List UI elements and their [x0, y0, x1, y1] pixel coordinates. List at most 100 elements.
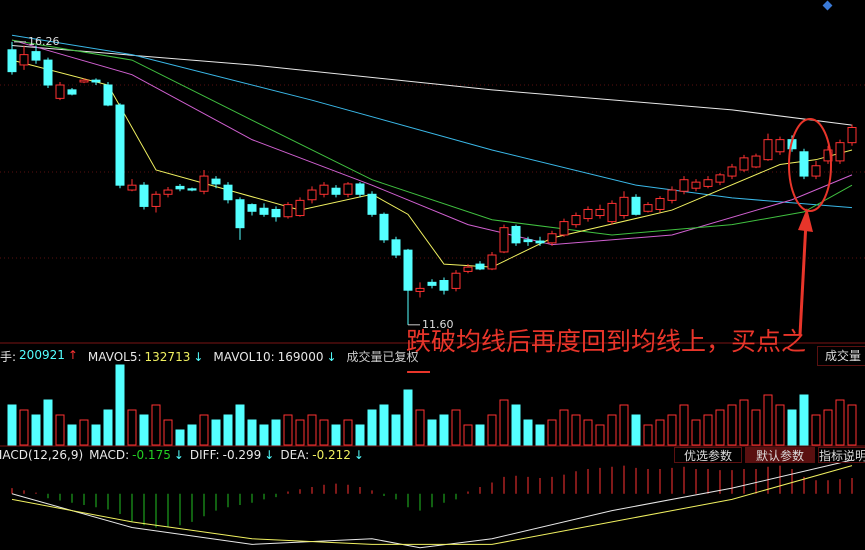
legend-label: DIFF:: [189, 448, 220, 462]
volume-bar: [655, 419, 665, 446]
legend-value: 200921: [19, 348, 65, 362]
candle-body: [703, 179, 713, 187]
candle-body: [211, 178, 221, 185]
legend-label: MAVOL5:: [87, 349, 142, 364]
legend-label: MAVOL10:: [213, 349, 275, 364]
candle-body: [103, 84, 113, 106]
volume-bar: [487, 414, 497, 446]
candle-body: [307, 189, 317, 201]
candle-body: [763, 139, 773, 161]
annotation: 跌破均线后再度回到均线上，买点之一: [406, 327, 807, 388]
candle-body: [355, 183, 365, 195]
line: [11, 39, 853, 246]
legend-value: -0.299: [222, 448, 262, 462]
indicator-button[interactable]: 成交量: [817, 346, 865, 366]
candle-body: [403, 249, 413, 291]
candle-body: [547, 233, 557, 244]
candle-body: [463, 266, 473, 272]
legend-item: 总手:200921↑: [0, 348, 78, 365]
candle-body: [499, 227, 509, 253]
candle-body: [523, 239, 533, 243]
legend-value: -0.212: [312, 448, 351, 462]
legend-item: MACD: -0.175 ↓: [89, 448, 184, 462]
volume-bar: [715, 409, 725, 446]
tab-button[interactable]: 优选参数: [674, 447, 742, 463]
candle-body: [679, 179, 689, 192]
tab-button[interactable]: 默认参数: [745, 447, 815, 463]
candle-body: [115, 104, 125, 186]
candle-body: [691, 181, 701, 189]
volume-bar: [751, 409, 761, 446]
volume-bar: [559, 409, 569, 446]
volume-bar: [55, 414, 65, 446]
candle-body: [451, 272, 461, 289]
tab-button[interactable]: 指标说明: [818, 447, 865, 463]
volume-bar: [79, 419, 89, 446]
volume-bar: [307, 414, 317, 446]
legend-value: 132713: [144, 349, 191, 364]
legend-item: MACD(12,26,9): [0, 448, 83, 462]
candle-body: [199, 175, 209, 192]
volume-bar: [151, 404, 161, 446]
volume-bar: [847, 404, 857, 446]
candle-body: [847, 127, 857, 144]
legend-item: MAVOL5: 132713 ↓: [88, 350, 203, 364]
candle-body: [43, 59, 53, 86]
candle-body: [751, 155, 761, 168]
line: [11, 34, 853, 209]
volume-bar: [223, 414, 233, 446]
volume-bar: [475, 424, 485, 446]
arrow-head: [798, 208, 813, 232]
candle-body: [163, 189, 173, 195]
volume-bar: [727, 404, 737, 446]
legend-arrow: ↓: [264, 448, 275, 462]
volume-bar: [691, 419, 701, 446]
volume-bar: [451, 409, 461, 446]
volume-bar: [679, 404, 689, 446]
note: 成交量已复权: [346, 350, 419, 364]
volume-bar: [427, 419, 437, 446]
volume-bar: [31, 414, 41, 446]
volume-bar: [775, 404, 785, 446]
candle-body: [79, 79, 89, 83]
line: [11, 465, 853, 545]
volume-bar: [823, 409, 833, 446]
candle-body: [739, 157, 749, 171]
candle-body: [583, 208, 593, 220]
legend-label: DEA:: [280, 448, 310, 462]
candle-body: [331, 187, 341, 195]
volume-bar: [247, 419, 257, 446]
volume-bar: [43, 399, 53, 446]
candle-body: [271, 208, 281, 218]
legend-label: MACD(12,26,9): [0, 448, 84, 462]
volume-bar: [343, 419, 353, 446]
candle-body: [559, 221, 569, 236]
volume-bar: [379, 404, 389, 446]
candle-body: [631, 196, 641, 215]
candle-body: [439, 280, 449, 291]
volume-bar: [571, 414, 581, 446]
volume-bar: [187, 424, 197, 446]
line: [11, 59, 853, 268]
legend-arrow: ↓: [173, 448, 184, 462]
candle-body: [67, 89, 77, 95]
candle-body: [223, 184, 233, 201]
volume-bar: [403, 389, 413, 446]
volume-bar: [295, 419, 305, 446]
volume-bar: [739, 399, 749, 446]
candle-body: [235, 199, 245, 229]
volume-bar: [547, 419, 557, 446]
candle-body: [607, 202, 617, 223]
legend-label: MACD:: [89, 448, 130, 462]
legend-label: 总手:: [0, 350, 17, 364]
volume-bar: [127, 409, 137, 446]
volume-bar: [607, 414, 617, 446]
candle-body: [391, 239, 401, 256]
candle-body: [247, 204, 257, 212]
candle-body: [799, 151, 809, 177]
candle-body: [259, 207, 269, 215]
volume-bar: [319, 419, 329, 446]
candle-body: [655, 198, 665, 210]
